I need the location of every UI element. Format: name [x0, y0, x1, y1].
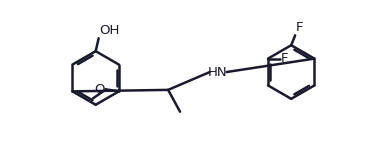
Text: F: F — [281, 52, 288, 65]
Text: HN: HN — [208, 66, 228, 78]
Text: F: F — [296, 21, 304, 34]
Text: O: O — [94, 83, 105, 96]
Text: OH: OH — [100, 24, 120, 37]
